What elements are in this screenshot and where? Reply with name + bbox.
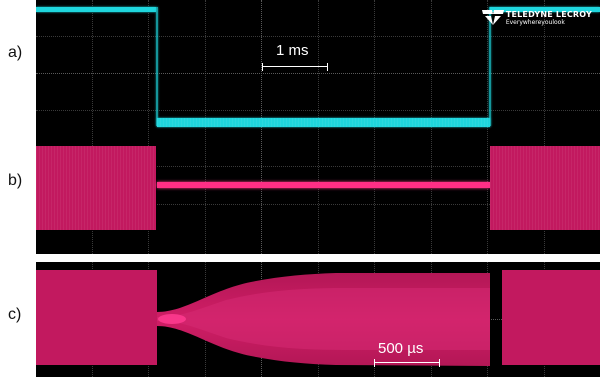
trace-c-wide-right xyxy=(502,270,600,365)
brand-tagline: Everywhereyoulook xyxy=(505,19,565,26)
grid-line xyxy=(544,0,545,254)
trace-c-inner-envelope xyxy=(157,288,490,350)
grid-line xyxy=(36,110,600,111)
oscilloscope-screen-bottom: 500 µs xyxy=(36,262,600,377)
grid-line xyxy=(92,0,93,254)
teledyne-lecroy-logo-icon xyxy=(481,10,504,25)
grid-line xyxy=(374,0,375,254)
grid-line xyxy=(318,0,319,254)
grid-line xyxy=(36,204,600,205)
scale-label-bottom: 500 µs xyxy=(378,340,424,357)
trace-a-falling-edge xyxy=(156,7,158,126)
grid-line-center xyxy=(36,73,600,74)
scale-label-top: 1 ms xyxy=(276,42,309,59)
grid-line-center xyxy=(261,0,262,254)
grid-line xyxy=(36,166,600,167)
grid-line xyxy=(148,0,149,254)
trace-b-wide-right xyxy=(490,146,600,230)
trace-a-high-left xyxy=(36,7,156,12)
trace-b-wide-left xyxy=(36,146,156,230)
trace-c-envelope xyxy=(36,270,600,366)
trace-a-high-right xyxy=(490,7,600,12)
trace-c-bright-core xyxy=(158,314,186,324)
label-a: a) xyxy=(8,44,23,61)
grid-line xyxy=(431,0,432,254)
grid-line xyxy=(487,0,488,254)
trace-a-low xyxy=(157,118,490,127)
grid-line xyxy=(205,0,206,254)
label-b: b) xyxy=(8,172,23,189)
oscilloscope-screen-top: 1 ms TELEDYNE LECROY Everywhereyoulook xyxy=(36,0,600,254)
scale-bar-bottom xyxy=(374,359,440,367)
scale-bar-top xyxy=(262,63,328,71)
trace-b-narrow xyxy=(157,182,490,188)
trace-c-wide-left xyxy=(36,270,157,365)
label-c: c) xyxy=(8,306,22,323)
grid-line xyxy=(36,36,600,37)
teledyne-lecroy-logo: TELEDYNE LECROY Everywhereyoulook xyxy=(481,10,592,27)
brand-name: TELEDYNE LECROY xyxy=(505,10,592,19)
trace-a-rising-edge xyxy=(489,7,491,126)
